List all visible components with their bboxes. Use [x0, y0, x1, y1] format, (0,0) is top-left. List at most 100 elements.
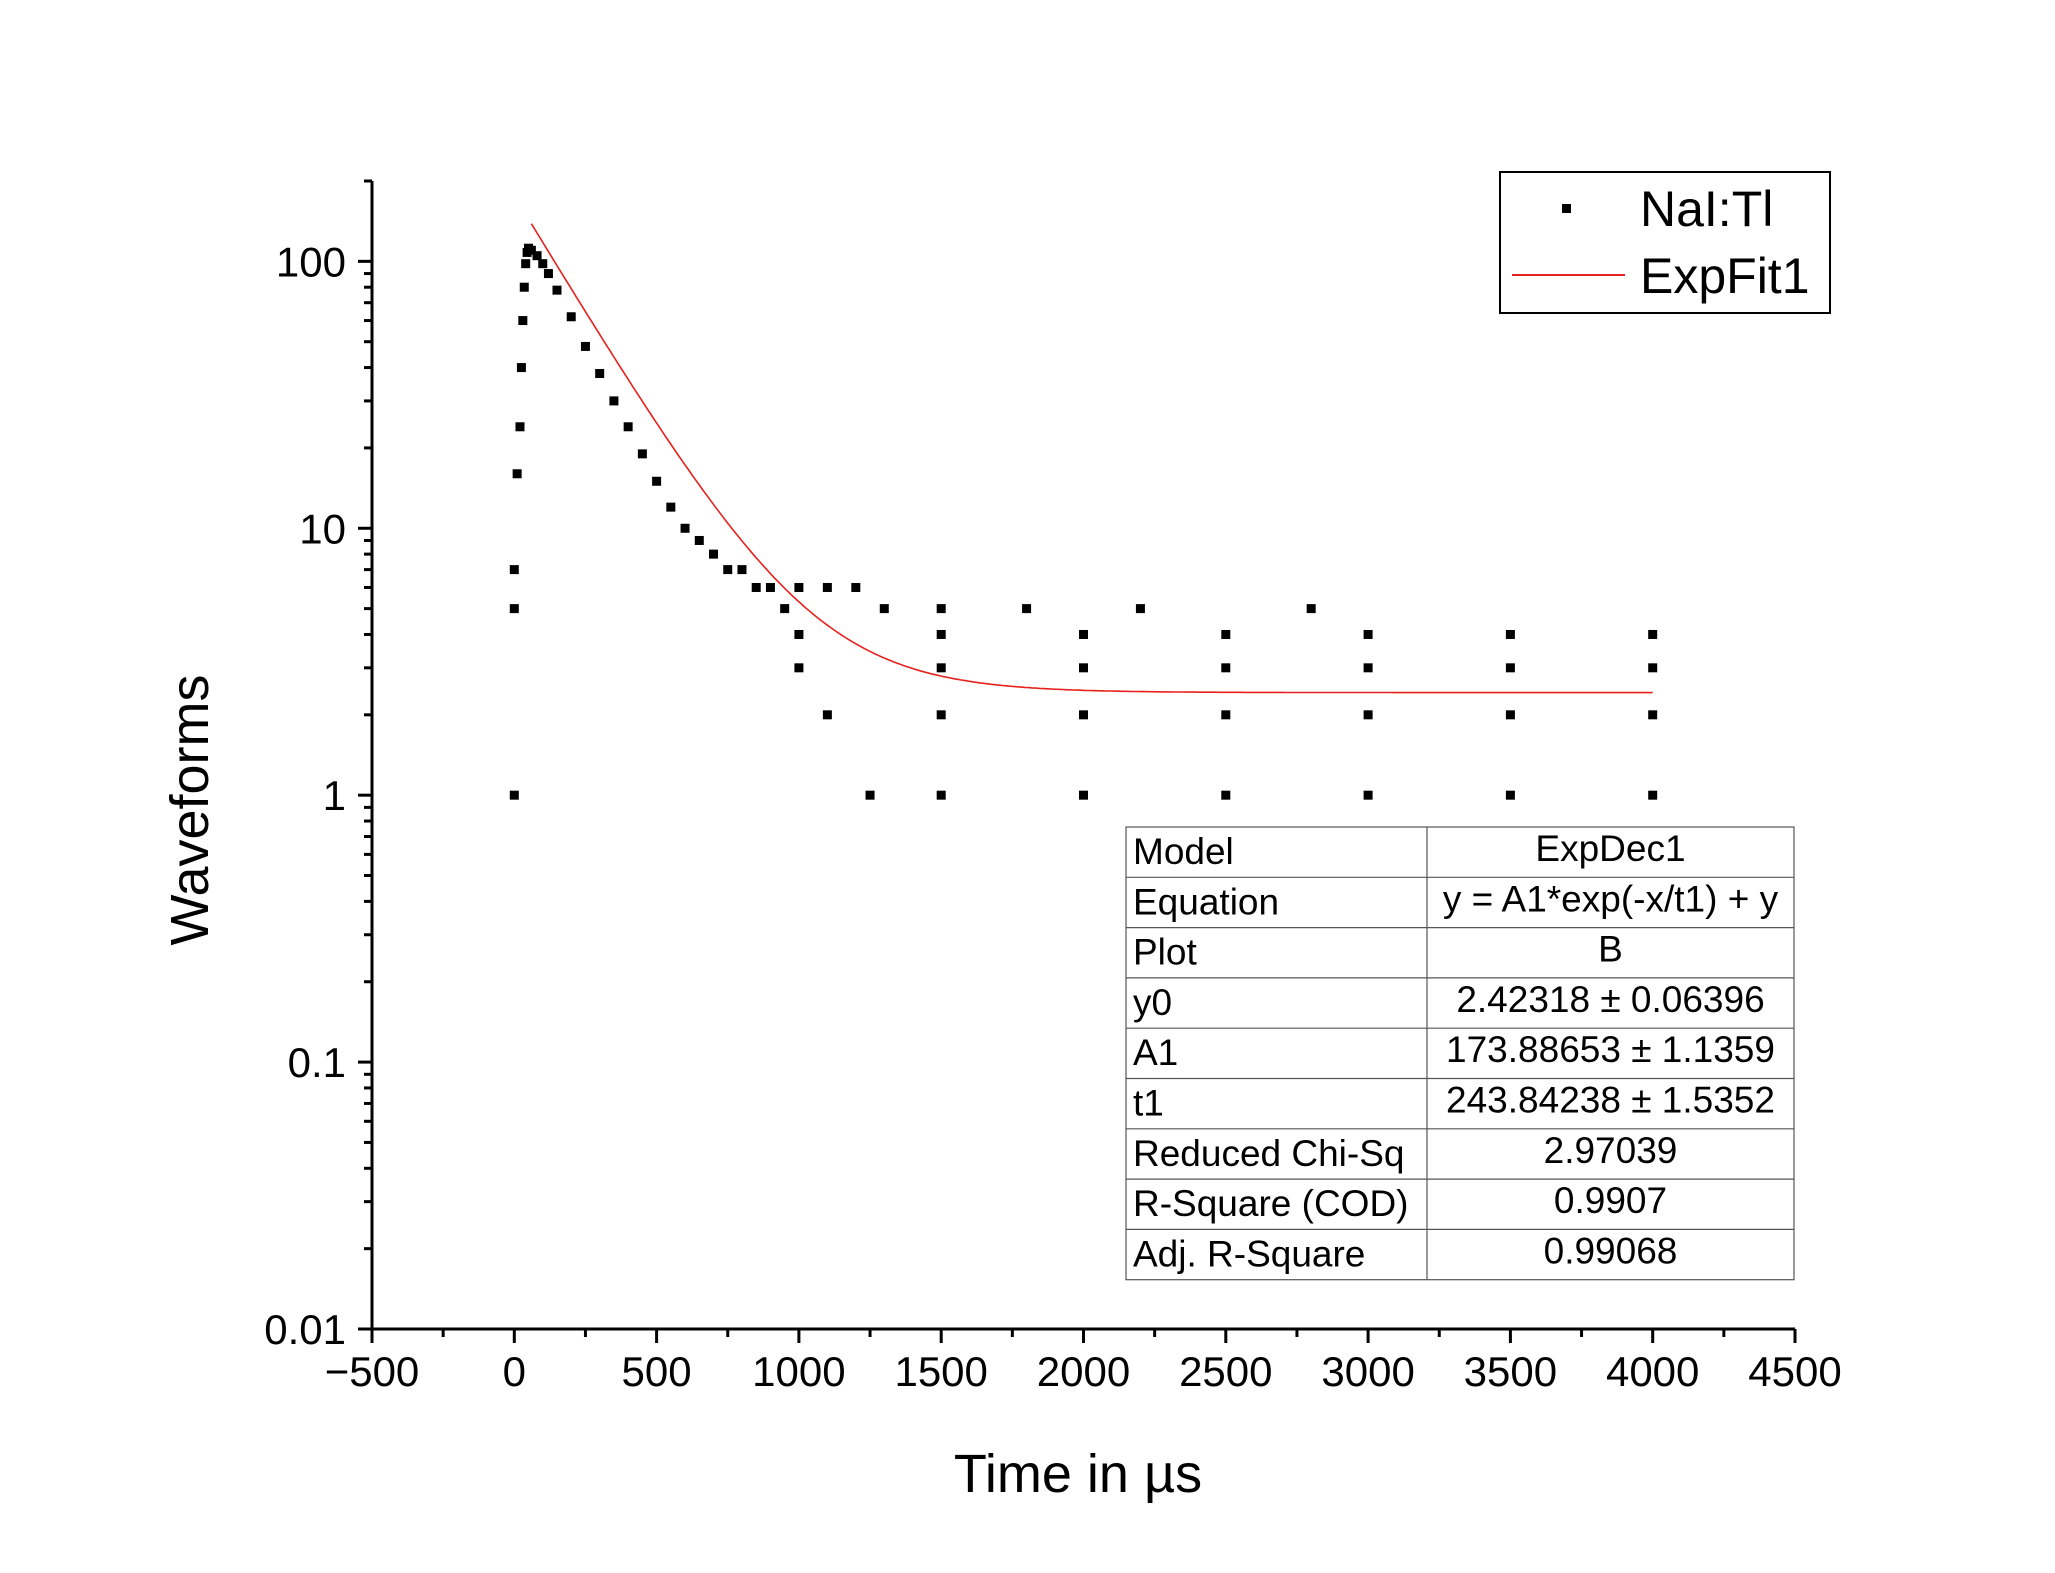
plot-area — [509, 223, 1658, 800]
data-point — [1079, 629, 1088, 639]
data-point — [1079, 710, 1088, 720]
table-value: 0.9907 — [1554, 1180, 1667, 1221]
table-value: 173.88653 ± 1.1359 — [1446, 1029, 1775, 1070]
data-point — [609, 396, 619, 406]
data-point — [680, 523, 690, 533]
data-point — [1363, 790, 1373, 800]
x-tick-label: 2500 — [1179, 1348, 1272, 1395]
data-point — [509, 565, 519, 575]
data-point — [1648, 663, 1658, 673]
x-tick-label: 2000 — [1037, 1348, 1130, 1395]
legend-frame — [1499, 171, 1831, 314]
data-point — [936, 710, 946, 720]
data-point — [532, 251, 542, 261]
data-point — [822, 582, 832, 592]
legend-label-expfit: ExpFit1 — [1640, 248, 1810, 304]
data-point — [595, 369, 605, 379]
table-value: y = A1*exp(-x/t1) + y — [1443, 878, 1779, 919]
data-point — [751, 582, 761, 592]
data-point — [723, 565, 733, 575]
data-point — [519, 282, 529, 292]
table-label: t1 — [1133, 1083, 1164, 1124]
table-label: Model — [1133, 831, 1234, 872]
table-label: A1 — [1133, 1032, 1178, 1073]
fit-line — [530, 223, 1653, 694]
data-point — [526, 245, 536, 255]
x-tick-label: 0 — [503, 1348, 526, 1395]
y-tick-label: 0.1 — [288, 1039, 346, 1086]
data-point — [1363, 710, 1373, 720]
table-label: Equation — [1133, 881, 1279, 922]
data-point — [936, 629, 946, 639]
table-frame — [1125, 826, 1795, 1281]
data-point — [936, 604, 946, 614]
data-point — [566, 312, 576, 322]
data-point — [515, 422, 525, 432]
data-point — [1022, 604, 1032, 614]
data-point — [851, 582, 861, 592]
table-value: 2.97039 — [1544, 1130, 1678, 1171]
data-point — [552, 285, 562, 295]
table-label: Adj. R-Square — [1133, 1233, 1365, 1274]
data-point — [794, 663, 804, 673]
legend: NaI:Tl ExpFit1 — [1499, 171, 1831, 314]
x-axis-title: Time in µs — [954, 1444, 1202, 1504]
data-point — [780, 604, 790, 614]
table-label: Plot — [1133, 932, 1197, 973]
data-point — [1505, 710, 1515, 720]
data-point — [1505, 663, 1515, 673]
data-point — [794, 629, 804, 639]
data-point — [1363, 663, 1373, 673]
x-tick-label: 1500 — [894, 1348, 987, 1395]
data-point — [694, 535, 704, 545]
data-point — [666, 502, 676, 512]
axes: −500 0 500 1000 1500 2000 2500 3000 3500 4000 4500… — [264, 179, 1842, 1395]
data-point — [1079, 663, 1088, 673]
legend-label-nai: NaI:Tl — [1640, 181, 1773, 237]
table-label: y0 — [1133, 982, 1172, 1023]
fit-results-table: Model ExpDec1 Equation y = A1*exp(-x/t1) + … — [1125, 826, 1795, 1281]
data-point — [1221, 629, 1231, 639]
data-point — [936, 663, 946, 673]
table-value: 2.42318 ± 0.06396 — [1456, 979, 1764, 1020]
data-point — [936, 790, 946, 800]
data-point — [879, 604, 889, 614]
table-value: 243.84238 ± 1.5352 — [1446, 1080, 1775, 1121]
data-point — [518, 316, 528, 326]
data-point — [765, 582, 775, 592]
data-point — [580, 341, 590, 351]
data-point — [538, 259, 548, 269]
data-point — [1221, 790, 1231, 800]
x-tick-label: 500 — [622, 1348, 692, 1395]
data-point — [521, 259, 531, 269]
data-point — [509, 790, 519, 800]
data-point — [1079, 790, 1088, 800]
data-point — [1221, 663, 1231, 673]
data-point — [1648, 629, 1658, 639]
table-value: ExpDec1 — [1535, 828, 1685, 869]
data-point — [1221, 710, 1231, 720]
data-point — [1306, 604, 1316, 614]
data-point — [623, 422, 633, 432]
y-tick-label: 0.01 — [264, 1306, 346, 1353]
y-tick-label: 10 — [299, 505, 346, 552]
table-value: 0.99068 — [1544, 1230, 1678, 1271]
data-point — [512, 469, 522, 479]
legend-marker-nai — [1562, 204, 1571, 213]
data-point — [1135, 604, 1145, 614]
x-tick-label: 1000 — [752, 1348, 845, 1395]
data-point — [543, 269, 553, 279]
x-tick-label: 4500 — [1748, 1348, 1841, 1395]
data-point — [652, 476, 662, 486]
data-point — [1363, 629, 1373, 639]
data-point — [794, 582, 804, 592]
x-tick-label: 4000 — [1606, 1348, 1699, 1395]
table-value: B — [1598, 929, 1623, 970]
data-point — [1648, 710, 1658, 720]
data-point — [1505, 790, 1515, 800]
data-point — [822, 710, 832, 720]
y-tick-label: 1 — [323, 772, 346, 819]
data-point — [1648, 790, 1658, 800]
data-point — [1505, 629, 1515, 639]
